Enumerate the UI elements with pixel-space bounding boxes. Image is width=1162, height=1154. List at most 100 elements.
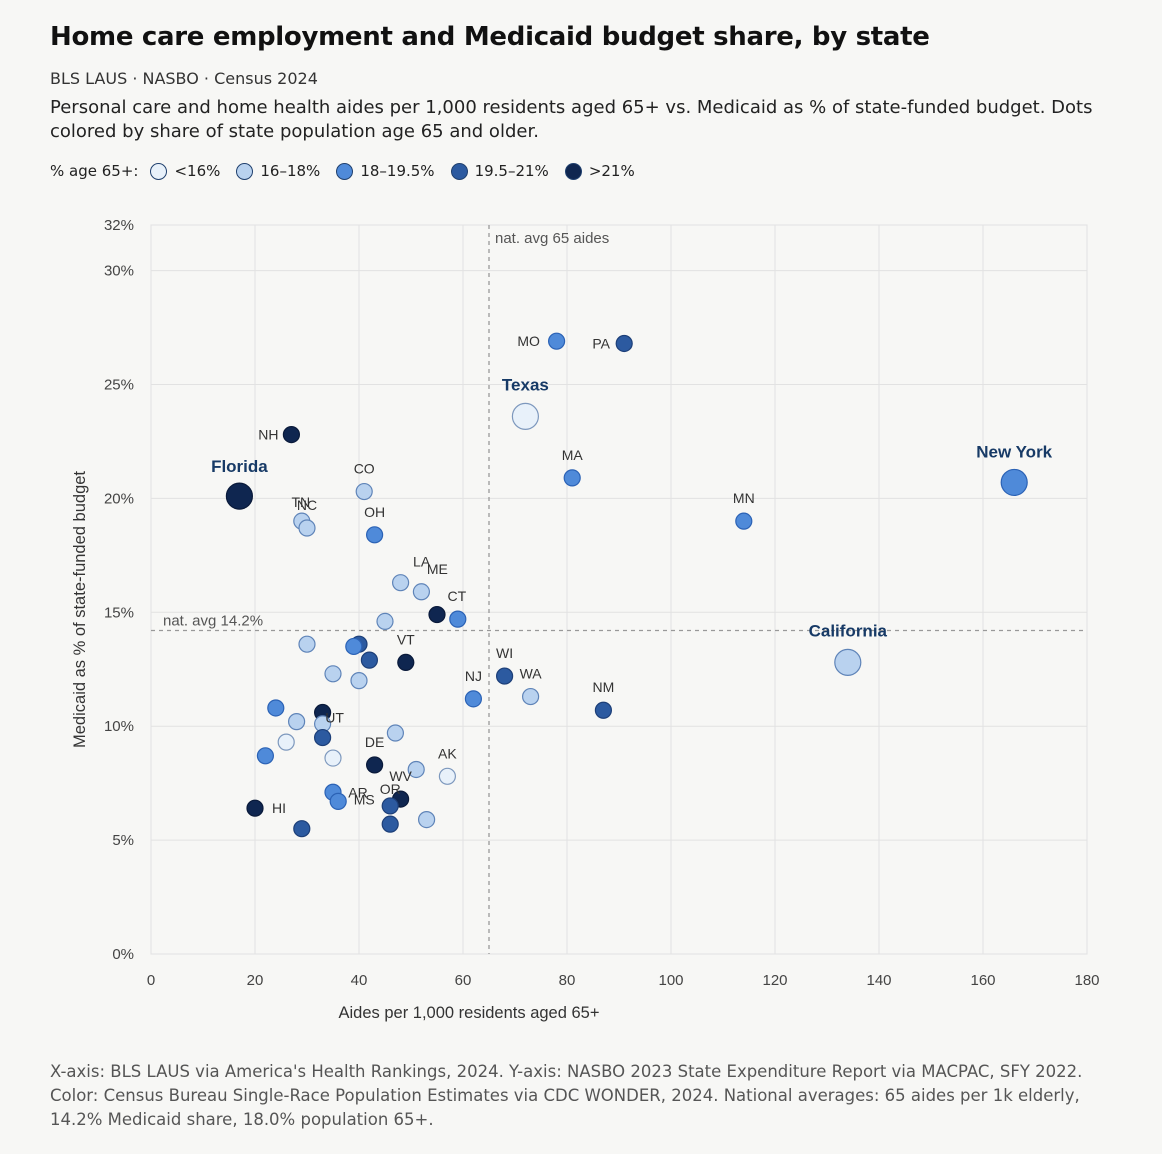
data-point <box>345 637 363 656</box>
x-tick-label: 60 <box>455 972 472 989</box>
legend-label: 18–19.5% <box>360 162 435 180</box>
legend-item: 16–18% <box>236 162 320 180</box>
data-point-de <box>366 756 384 774</box>
x-tick-label: 0 <box>147 972 155 989</box>
y-average-label: nat. avg 14.2% <box>163 613 263 630</box>
y-tick-label: 15% <box>104 604 134 621</box>
data-point-wi <box>496 667 514 685</box>
legend-item: 19.5–21% <box>450 162 549 180</box>
data-point-nh <box>282 425 300 444</box>
data-point <box>324 749 342 767</box>
data-point-la <box>392 574 410 592</box>
data-point-wa <box>521 687 540 706</box>
data-point <box>418 810 436 829</box>
y-tick-label: 25% <box>104 376 134 393</box>
data-point <box>407 760 425 779</box>
state-label: MN <box>733 490 755 506</box>
data-point <box>277 733 295 751</box>
state-label: PA <box>592 335 610 351</box>
data-point-mo <box>547 332 566 350</box>
data-point <box>256 747 274 765</box>
data-point-texas <box>511 402 540 430</box>
state-label: LA <box>413 554 431 570</box>
x-tick-label: 20 <box>247 972 264 989</box>
state-label: ME <box>427 561 448 577</box>
data-point-california <box>834 648 862 676</box>
state-label: WA <box>520 666 543 682</box>
data-point <box>360 651 378 669</box>
legend-item: >21% <box>564 162 635 180</box>
state-label: TN <box>291 494 310 510</box>
color-legend: % age 65+: <16% 16–18% 18–19.5% 19.5–21%… <box>50 162 651 180</box>
legend-swatch <box>564 162 582 180</box>
legend-label: 16–18% <box>260 162 321 180</box>
data-point <box>376 612 394 630</box>
y-tick-label: 32% <box>104 217 134 234</box>
state-label: CT <box>447 588 466 604</box>
state-label: NM <box>593 679 615 695</box>
legend-item: <16% <box>150 162 220 180</box>
footnote: X-axis: BLS LAUS via America's Health Ra… <box>50 1062 1083 1129</box>
data-point-vt <box>397 653 415 671</box>
y-tick-label: 0% <box>112 946 134 963</box>
state-highlight-label: California <box>809 621 888 640</box>
state-highlight-label: Florida <box>211 457 268 476</box>
data-point-ma <box>563 469 581 487</box>
y-tick-label: 20% <box>104 490 134 507</box>
data-point <box>428 605 446 624</box>
state-label: NJ <box>465 668 482 684</box>
data-point <box>381 815 399 833</box>
state-label: AK <box>438 745 457 761</box>
legend-swatch <box>236 162 254 180</box>
data-point <box>386 724 404 742</box>
state-label: NC <box>297 497 317 513</box>
data-point-nj <box>464 690 482 708</box>
state-label: MO <box>517 333 540 349</box>
legend-swatch <box>150 162 168 180</box>
data-point-mn <box>735 512 753 530</box>
state-label: HI <box>272 800 286 816</box>
data-point <box>350 672 368 690</box>
state-label: OH <box>364 504 385 520</box>
legend-title: % age 65+: <box>50 162 139 180</box>
data-point <box>267 699 285 717</box>
data-point-florida <box>225 482 253 510</box>
y-axis-title: Medicaid as % of state-funded budget <box>71 471 89 748</box>
data-point <box>324 665 342 683</box>
y-tick-label: 30% <box>104 263 134 280</box>
data-point-nm <box>594 701 613 719</box>
data-point-pa <box>615 334 633 353</box>
data-point-oh <box>366 526 384 544</box>
state-label: AR <box>348 784 367 800</box>
x-tick-label: 160 <box>970 972 995 989</box>
legend-label: >21% <box>588 162 635 180</box>
state-label: OR <box>380 781 401 797</box>
x-tick-label: 100 <box>658 972 683 989</box>
state-label: DE <box>365 734 384 750</box>
x-tick-label: 120 <box>762 972 787 989</box>
state-highlight-label: New York <box>976 442 1052 461</box>
state-label: VT <box>397 631 415 647</box>
data-point-nc <box>298 519 316 537</box>
legend-label: 19.5–21% <box>474 162 549 180</box>
data-point-hi <box>246 799 264 817</box>
chart-subtitle: Personal care and home health aides per … <box>50 97 1093 142</box>
legend-label: <16% <box>174 162 221 180</box>
legend-swatch <box>450 162 468 180</box>
data-point-me <box>412 583 430 601</box>
data-point <box>293 820 311 838</box>
state-label: WV <box>389 768 412 784</box>
data-point <box>288 713 306 731</box>
plot-frame <box>150 224 1088 955</box>
x-tick-label: 80 <box>559 972 576 989</box>
data-point-ak <box>438 767 456 785</box>
x-tick-label: 180 <box>1074 972 1099 989</box>
state-label: UT <box>325 710 344 726</box>
chart-title: Home care employment and Medicaid budget… <box>50 22 930 52</box>
state-label: NH <box>258 427 278 443</box>
state-highlight-label: Texas <box>502 375 549 394</box>
data-point-or <box>381 797 399 815</box>
y-tick-label: 5% <box>112 832 134 849</box>
source-line: BLS LAUS · NASBO · Census 2024 <box>50 69 318 88</box>
data-point-ct <box>449 610 467 628</box>
